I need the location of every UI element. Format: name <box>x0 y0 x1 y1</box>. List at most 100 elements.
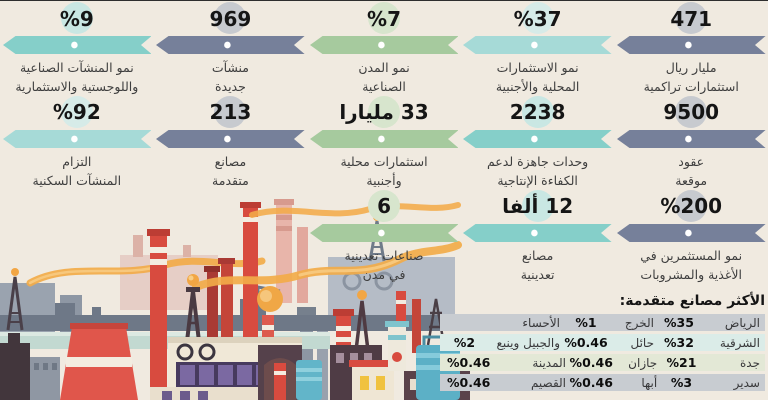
number-circle <box>60 95 93 128</box>
region-value: %0.46 <box>564 335 608 350</box>
stat-value: 2238 <box>509 100 566 125</box>
region-name: الشرقية <box>719 335 760 350</box>
stat-value: %9 <box>59 6 94 31</box>
number-circle <box>521 95 554 128</box>
stats-row-2: 9500 عقود موقعة 2238 وحدات جاهزة لدعم الكف… <box>0 95 768 191</box>
ribbon-arrow <box>616 36 766 54</box>
stat-new-facilities: 969 منشآت جديدة <box>154 2 308 97</box>
cooling-tower <box>60 323 138 400</box>
stat-label: نمو المدن الصناعية <box>358 60 410 95</box>
stat-value: 969 <box>209 6 252 31</box>
ribbon-arrow <box>309 223 459 242</box>
region-value: %1 <box>575 315 597 330</box>
region-name: جدة <box>739 355 760 370</box>
stat-mining-factories: 12 ألفا مصانع تعدينية <box>461 189 615 285</box>
number-circle <box>521 2 554 34</box>
region-value: %2 <box>453 335 476 350</box>
region-name: المدينة <box>532 355 567 370</box>
table-row: الشرقية %32 حائل %0.46 والجبيل وينبع %2 <box>440 334 765 351</box>
table-row: الرياض %35 الخرج %1 الأحساء <box>440 314 765 331</box>
stat-label: نمو المنشآت الصناعية واللوجستية والاستثما… <box>15 60 139 95</box>
table-row: سدير %3 أبها %0.46 القصيم %0.46 <box>440 374 765 391</box>
region-value: %0.46 <box>569 375 613 390</box>
stat-label: صناعات تعدينية في مدن <box>344 247 424 282</box>
stat-value: 33 مليارا <box>339 100 429 125</box>
ribbon-arrow <box>309 36 459 54</box>
stat-industrial-cities-growth: %7 نمو المدن الصناعية <box>307 2 461 97</box>
number-circle <box>214 95 247 128</box>
stat-investment-growth: %37 نمو الاستثمارات المحلية والأجنبية <box>461 2 615 97</box>
stat-value: %200 <box>660 194 723 218</box>
region-value: %0.46 <box>446 355 491 370</box>
ribbon-arrow <box>616 223 766 242</box>
ribbon-arrow <box>463 36 612 54</box>
number-circle <box>368 189 401 222</box>
number-circle <box>521 189 554 222</box>
number-circle <box>675 189 708 222</box>
stat-label: منشآت جديدة <box>211 60 250 95</box>
stat-ready-units: 2238 وحدات جاهزة لدعم الكفاءة الإنتاجية <box>461 95 615 191</box>
ribbon-arrow <box>156 36 305 54</box>
stat-label: التزام المنشآت السكنية <box>32 153 122 189</box>
region-name: الأحساء <box>522 315 560 330</box>
number-circle <box>368 2 401 34</box>
stat-value: %92 <box>52 100 101 125</box>
stat-label: استثمارات محلية وأجنبية <box>340 153 428 189</box>
region-name: جازان <box>628 355 658 370</box>
table-row: جدة %21 جازان %0.46 المدينة %0.46 <box>440 354 765 371</box>
stat-signed-contracts: 9500 عقود موقعة <box>614 95 768 191</box>
advanced-factories-table: الأكثر مصانع متقدمة: الرياض %35 الخرج %1… <box>440 292 765 394</box>
stat-label: نمو الاستثمارات المحلية والأجنبية <box>495 60 580 95</box>
stat-industrial-logistics-growth: %9 نمو المنشآت الصناعية واللوجستية والاست… <box>0 2 154 97</box>
ribbon-arrow <box>463 129 612 148</box>
region-value: %0.46 <box>446 375 491 390</box>
stats-row-3: %200 نمو المستثمرين في الأغذية والمشروبات… <box>307 189 768 285</box>
region-name: والجبيل وينبع <box>496 335 560 350</box>
stat-mining-industries-cities: 6 صناعات تعدينية في مدن <box>307 189 461 285</box>
industrial-city-illustration <box>0 199 470 400</box>
stat-local-foreign-investments: 33 مليارا استثمارات محلية وأجنبية <box>307 95 461 191</box>
stat-value: 12 ألفا <box>502 194 574 218</box>
stat-label: مصانع تعدينية <box>520 247 555 282</box>
stat-value: 471 <box>670 6 713 31</box>
region-name: القصيم <box>530 375 567 390</box>
stat-label: نمو المستثمرين في الأغذية والمشروبات <box>640 247 743 282</box>
stat-value: 213 <box>209 100 252 125</box>
region-name: الخرج <box>624 315 654 330</box>
stat-fnb-investors-growth: %200 نمو المستثمرين في الأغذية والمشروبات <box>614 189 768 285</box>
stat-label: عقود موقعة <box>675 153 708 189</box>
number-circle <box>675 95 708 128</box>
region-value: %32 <box>664 335 694 350</box>
stat-value: %7 <box>367 6 401 31</box>
stat-label: مليار ريال استثمارات تراكمية <box>643 60 739 95</box>
ribbon-arrow <box>2 129 152 148</box>
stat-label: وحدات جاهزة لدعم الكفاءة الإنتاجية <box>486 153 589 189</box>
ribbon-arrow <box>2 36 152 54</box>
stat-advanced-factories: 213 مصانع متقدمة <box>154 95 308 191</box>
stat-cumulative-investments: 471 مليار ريال استثمارات تراكمية <box>614 2 768 97</box>
region-name: سدير <box>733 375 760 390</box>
left-silhouettes <box>0 268 60 400</box>
stat-label: مصانع متقدمة <box>212 153 249 189</box>
ribbon-arrow <box>616 129 766 148</box>
ribbon-arrow <box>156 129 305 148</box>
stat-value: %37 <box>513 6 562 31</box>
region-value: %3 <box>670 375 693 390</box>
region-name: حائل <box>630 335 654 350</box>
ribbon-arrow <box>463 223 612 242</box>
region-value: %35 <box>664 315 694 330</box>
stats-row-1: 471 مليار ريال استثمارات تراكمية %37 نمو … <box>0 0 768 97</box>
table-title: الأكثر مصانع متقدمة: <box>619 293 765 309</box>
number-circle <box>214 2 247 34</box>
region-name: أبها <box>641 375 658 390</box>
arch-building <box>258 345 302 400</box>
stat-value: 6 <box>377 194 391 218</box>
number-circle <box>368 95 401 128</box>
top-border <box>0 0 768 1</box>
region-name: الرياض <box>724 315 760 330</box>
stat-value: 9500 <box>663 100 720 125</box>
ribbon-arrow <box>309 129 459 148</box>
stat-residential-compliance: %92 التزام المنشآت السكنية <box>0 95 154 191</box>
